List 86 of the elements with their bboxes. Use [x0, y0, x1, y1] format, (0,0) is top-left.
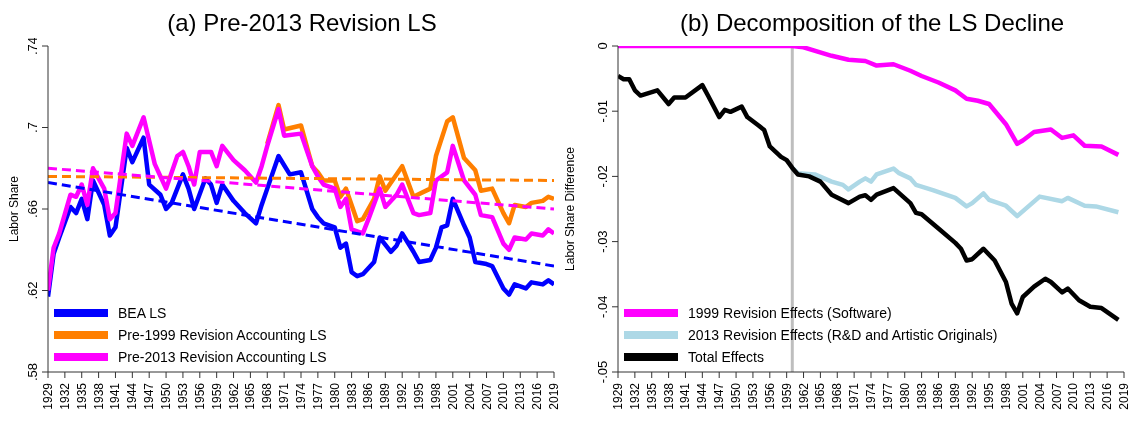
x-tick-label: 2013: [1083, 382, 1098, 410]
x-tick-label: 1941: [678, 382, 693, 410]
x-tick-label: 1956: [192, 382, 207, 410]
legend-label: Pre-1999 Revision Accounting LS: [118, 326, 327, 345]
x-tick-label: 1959: [779, 382, 794, 410]
x-tick-label: 1968: [260, 382, 275, 410]
x-tick-label: 1935: [644, 382, 659, 410]
y-tick-label: -.01: [595, 100, 610, 123]
x-tick-label: 1944: [695, 382, 710, 410]
x-tick-label: 2016: [1100, 382, 1115, 410]
x-tick-label: 1971: [277, 382, 292, 410]
y-tick-label: -.02: [595, 165, 610, 188]
x-tick-label: 1977: [310, 382, 325, 410]
y-tick-label: -.04: [595, 295, 610, 318]
x-tick-label: 1968: [830, 382, 845, 410]
x-tick-label: 1989: [378, 382, 393, 410]
x-tick-label: 2007: [479, 382, 494, 410]
x-tick-label: 1935: [74, 382, 89, 410]
x-tick-label: 2019: [547, 382, 561, 410]
x-tick-label: 1986: [931, 382, 946, 410]
legend-label: Total Effects: [688, 348, 765, 367]
x-tick-label: 1983: [914, 382, 929, 410]
line-series: [48, 106, 554, 293]
line-series: [618, 46, 1121, 158]
x-tick-label: 1989: [948, 382, 963, 410]
x-tick-label: 1980: [327, 382, 342, 410]
y-tick-label: 0: [595, 42, 610, 50]
x-tick-label: 1953: [175, 382, 190, 410]
y-axis-title: Labor Share Difference: [563, 146, 578, 271]
x-tick-label: 1950: [729, 382, 744, 410]
line-series: [618, 73, 1121, 323]
x-tick-label: 1944: [125, 382, 140, 410]
x-tick-label: 2007: [1049, 382, 1064, 410]
legend-label: Pre-2013 Revision Accounting LS: [118, 348, 327, 367]
x-tick-label: 1950: [159, 382, 174, 410]
legend-label: 1999 Revision Effects (Software): [688, 304, 892, 323]
x-tick-label: 1953: [745, 382, 760, 410]
y-tick-label: -.03: [595, 230, 610, 253]
x-tick-label: 1956: [762, 382, 777, 410]
x-tick-label: 1938: [661, 382, 676, 410]
x-tick-label: 1929: [41, 382, 55, 410]
x-tick-label: 1938: [91, 382, 106, 410]
x-tick-label: 1959: [209, 382, 224, 410]
x-tick-label: 2004: [462, 382, 477, 410]
x-tick-label: 1962: [796, 382, 811, 410]
x-tick-label: 1977: [880, 382, 895, 410]
x-tick-label: 1929: [611, 382, 625, 410]
chart-title: (b) Decomposition of the LS Decline: [678, 8, 1066, 38]
y-axis-title: Labor Share: [7, 175, 22, 243]
x-tick-label: 2016: [530, 382, 545, 410]
x-tick-label: 1932: [627, 382, 642, 410]
x-tick-label: 1965: [243, 382, 258, 410]
x-tick-label: 2019: [1117, 382, 1131, 410]
x-tick-label: 2013: [513, 382, 528, 410]
x-tick-label: 2001: [445, 382, 460, 410]
y-tick-label: .58: [25, 362, 40, 382]
y-tick-label: .74: [25, 36, 40, 56]
x-tick-label: 1941: [108, 382, 123, 410]
x-tick-label: 2010: [496, 382, 511, 410]
x-tick-label: 1947: [142, 382, 157, 410]
x-tick-label: 1986: [361, 382, 376, 410]
x-tick-label: 1974: [294, 382, 308, 410]
legend-label: 2013 Revision Effects (R&D and Artistic Originals): [688, 326, 998, 345]
x-tick-label: 2001: [1015, 382, 1030, 410]
x-tick-label: 1932: [57, 382, 72, 410]
x-tick-label: 1947: [712, 382, 727, 410]
x-tick-label: 1983: [344, 382, 359, 410]
x-tick-label: 1971: [847, 382, 862, 410]
x-tick-label: 2010: [1066, 382, 1081, 410]
x-tick-label: 2004: [1032, 382, 1047, 410]
x-tick-label: 1974: [864, 382, 878, 410]
x-tick-label: 1965: [813, 382, 828, 410]
y-tick-label: .7: [25, 122, 40, 133]
x-tick-label: 1995: [982, 382, 997, 410]
x-tick-label: 1995: [412, 382, 427, 410]
chart-title: (a) Pre-2013 Revision LS: [166, 8, 438, 38]
x-tick-label: 1962: [226, 382, 241, 410]
x-tick-label: 1992: [965, 382, 980, 410]
y-tick-label: -.05: [595, 360, 610, 384]
x-tick-label: 1998: [998, 382, 1013, 410]
x-tick-label: 1998: [428, 382, 443, 410]
y-tick-label: .66: [25, 199, 40, 219]
x-tick-label: 1992: [395, 382, 410, 410]
x-tick-label: 1980: [897, 382, 912, 410]
y-tick-label: .62: [25, 281, 40, 300]
legend-label: BEA LS: [118, 304, 167, 323]
